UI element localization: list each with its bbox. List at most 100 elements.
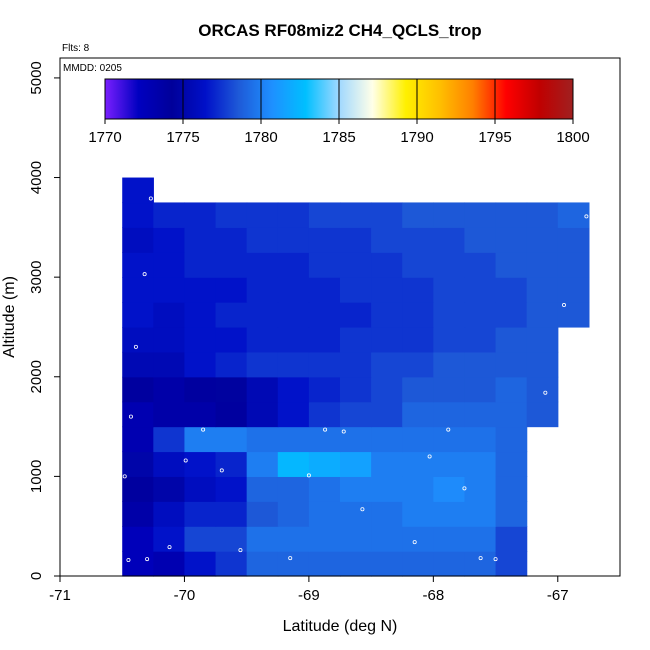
heatmap-cell	[340, 551, 372, 577]
heatmap-cell	[464, 326, 497, 353]
heatmap-cell	[184, 451, 217, 477]
flight-point	[478, 556, 483, 561]
heatmap-cell	[184, 401, 217, 428]
heatmap-cell	[184, 202, 217, 228]
heatmap-cell	[433, 451, 466, 477]
heatmap-cell	[495, 451, 528, 477]
heatmap-cell	[184, 252, 217, 278]
heatmap-cell	[402, 376, 434, 403]
heatmap-cell	[371, 351, 403, 378]
flight-point	[412, 540, 417, 545]
colorbar-tick-label: 1790	[400, 129, 433, 146]
heatmap-cell	[215, 451, 248, 477]
flight-point	[122, 474, 127, 479]
heatmap-cell	[153, 202, 186, 228]
flight-point	[148, 196, 153, 201]
heatmap-cell	[308, 426, 341, 453]
heatmap-cell	[215, 202, 248, 228]
heatmap-cell	[308, 302, 341, 328]
heatmap-cell	[277, 451, 310, 477]
plot-frame	[59, 57, 621, 577]
heatmap-cell	[277, 551, 310, 577]
heatmap-cell	[526, 351, 559, 378]
heatmap-cell	[402, 302, 434, 328]
heatmap-cell	[277, 351, 310, 378]
heatmap-cell	[215, 526, 248, 552]
flight-point	[462, 486, 467, 491]
heatmap-cell	[153, 227, 186, 253]
heatmap-cell	[122, 326, 154, 353]
heatmap-cell	[122, 277, 154, 303]
heatmap-cell	[526, 252, 559, 278]
heatmap-cell	[557, 252, 590, 278]
heatmap-cell	[402, 252, 434, 278]
heatmap-cell	[340, 351, 372, 378]
colorbar-tick-label: 1780	[244, 129, 277, 146]
heatmap-cell	[402, 501, 434, 527]
heatmap-cell	[402, 476, 434, 502]
heatmap-cell	[402, 451, 434, 477]
heatmap-cell	[215, 302, 248, 328]
heatmap-cell	[371, 526, 403, 552]
heatmap-cell	[153, 326, 186, 353]
heatmap-cell	[184, 526, 217, 552]
heatmap-cell	[495, 401, 528, 428]
heatmap-cell	[308, 326, 341, 353]
heatmap-cell	[526, 326, 559, 353]
heatmap-cell	[246, 202, 279, 228]
flight-point	[201, 427, 206, 432]
heatmap-cell	[495, 351, 528, 378]
heatmap-cell	[371, 227, 403, 253]
heatmap-cell	[308, 476, 341, 502]
heatmap-cell	[464, 252, 497, 278]
heatmap-cell	[308, 351, 341, 378]
heatmap-cell	[340, 202, 372, 228]
heatmap-cell	[215, 252, 248, 278]
heatmap-cell	[246, 451, 279, 477]
flights-label: Flts: 8	[62, 43, 90, 54]
flight-point	[562, 303, 567, 308]
colorbar-frame	[104, 78, 574, 120]
flight-point	[288, 556, 293, 561]
colorbar-tick-label: 1785	[322, 129, 355, 146]
y-axis-label: Altitude (m)	[1, 276, 18, 358]
heatmap-cell	[557, 277, 590, 303]
heatmap-cell	[340, 401, 372, 428]
heatmap-cell	[215, 426, 248, 453]
flight-point	[142, 272, 147, 277]
heatmap-cell	[433, 401, 466, 428]
heatmap-cell	[526, 277, 559, 303]
chart-title: ORCAS RF08miz2 CH4_QCLS_trop	[198, 21, 481, 40]
heatmap-cell	[122, 526, 154, 552]
y-tick-label: 2000	[28, 360, 45, 393]
heatmap-cell	[433, 551, 466, 577]
heatmap-cell	[433, 252, 466, 278]
heatmap-cell	[246, 277, 279, 303]
y-axis: 0 1000 2000 3000 4000 5000	[28, 61, 60, 580]
heatmap-cell	[464, 476, 497, 502]
heatmap-cell	[433, 476, 466, 502]
heatmap-cell	[153, 302, 186, 328]
heatmap-cell	[371, 202, 403, 228]
heatmap-cell	[433, 302, 466, 328]
heatmap-cell	[433, 376, 466, 403]
date-label: MMDD: 0205	[63, 63, 122, 74]
heatmap-cell	[495, 526, 528, 552]
heatmap-cell	[122, 252, 154, 278]
heatmap-cell	[277, 476, 310, 502]
flight-point	[446, 427, 451, 432]
x-axis-label: Latitude (deg N)	[283, 618, 398, 635]
flight-point	[167, 545, 172, 550]
heatmap-cell	[495, 302, 528, 328]
heatmap-cell	[122, 202, 154, 228]
heatmap-cell	[277, 202, 310, 228]
flight-point	[219, 468, 224, 473]
flight-points	[122, 196, 589, 563]
heatmap-cell	[464, 202, 497, 228]
heatmap-cell	[277, 426, 310, 453]
heatmap-cell	[371, 451, 403, 477]
heatmap-cell	[464, 227, 497, 253]
heatmap-cell	[526, 227, 559, 253]
heatmap-cell	[153, 501, 186, 527]
heatmap-cell	[308, 526, 341, 552]
